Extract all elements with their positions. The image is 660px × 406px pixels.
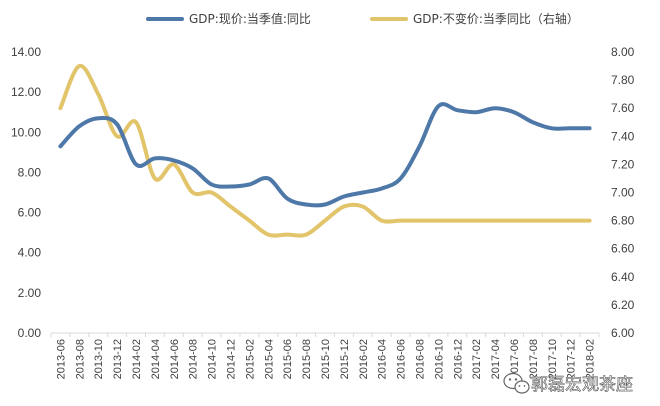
y-axis-right: 6.00 6.20 6.40 6.60 6.80 7.00 7.20 7.40 7.60 7.80… [611, 45, 635, 340]
legend: GDP:现价:当季值:同比 GDP:不变价:当季同比（右轴） [146, 11, 579, 26]
y-right-tick-label: 7.80 [611, 73, 635, 87]
x-tick-label: 2016-06 [396, 339, 408, 379]
y-right-tick-label: 6.40 [611, 270, 635, 284]
y-right-tick-label: 7.40 [611, 129, 635, 143]
y-left-tick-label: 4.00 [18, 246, 42, 260]
x-tick-label: 2017-02 [471, 339, 483, 379]
x-tick-label: 2014-06 [169, 339, 181, 379]
y-left-tick-label: 10.00 [11, 125, 41, 139]
legend-label-nominal: GDP:现价:当季值:同比 [189, 11, 311, 26]
x-tick-label: 2015-08 [301, 339, 313, 379]
x-tick-label: 2014-08 [188, 339, 200, 379]
x-tick-label: 2018-02 [585, 339, 597, 379]
x-tick-label: 2015-02 [244, 339, 256, 379]
x-tick-label: 2014-02 [131, 339, 143, 379]
series-line-real-gdp [58, 63, 592, 238]
x-tick-label: 2017-06 [509, 339, 521, 379]
x-tick-label: 2015-10 [320, 339, 332, 379]
x-tick-label: 2014-04 [150, 339, 162, 379]
series-line-nominal-gdp [58, 102, 592, 208]
y-right-tick-label: 7.00 [611, 186, 635, 200]
watermark-text: 郭磊宏观茶座 [531, 375, 633, 395]
y-axis-left: 0.00 2.00 4.00 6.00 8.00 10.00 12.00 14.00 [11, 45, 41, 340]
x-axis: 2013-06 2013-08 2013-10 2013-12 2014-02 2014-… [50, 333, 600, 379]
legend-label-real: GDP:不变价:当季同比（右轴） [413, 11, 579, 26]
x-tick-label: 2016-08 [414, 339, 426, 379]
x-tick-label: 2015-04 [263, 339, 275, 379]
y-right-tick-label: 7.60 [611, 101, 635, 115]
y-right-tick-label: 6.20 [611, 298, 635, 312]
y-right-tick-label: 6.60 [611, 242, 635, 256]
y-left-tick-label: 14.00 [11, 45, 41, 59]
x-tick-label: 2016-10 [433, 339, 445, 379]
x-tick-label: 2013-08 [74, 339, 86, 379]
y-right-tick-label: 7.20 [611, 157, 635, 171]
watermark: 郭磊宏观茶座 [503, 372, 633, 395]
y-right-tick-label: 6.00 [611, 326, 635, 340]
x-tick-label: 2017-04 [490, 339, 502, 379]
x-tick-label: 2016-04 [377, 339, 389, 379]
wechat-icon [503, 372, 530, 394]
x-tick-label: 2016-02 [358, 339, 370, 379]
x-tick-label: 2015-12 [339, 339, 351, 379]
x-tick-label: 2014-12 [226, 339, 238, 379]
y-left-tick-label: 0.00 [18, 326, 42, 340]
x-tick-label: 2013-06 [55, 339, 67, 379]
x-tick-label: 2014-10 [207, 339, 219, 379]
x-tick-label: 2016-12 [452, 339, 464, 379]
y-left-tick-label: 2.00 [18, 286, 42, 300]
y-left-tick-label: 12.00 [11, 85, 41, 99]
x-tick-label: 2013-12 [112, 339, 124, 379]
x-tick-label: 2013-10 [93, 339, 105, 379]
y-left-tick-label: 8.00 [18, 165, 42, 179]
y-right-tick-label: 8.00 [611, 45, 635, 59]
x-tick-label: 2017-10 [547, 339, 559, 379]
y-right-tick-label: 6.80 [611, 214, 635, 228]
y-left-tick-label: 6.00 [18, 206, 42, 220]
x-tick-label: 2017-12 [566, 339, 578, 379]
x-tick-label: 2017-08 [528, 339, 540, 379]
x-tick-label: 2015-06 [282, 339, 294, 379]
series-layer [58, 63, 592, 238]
